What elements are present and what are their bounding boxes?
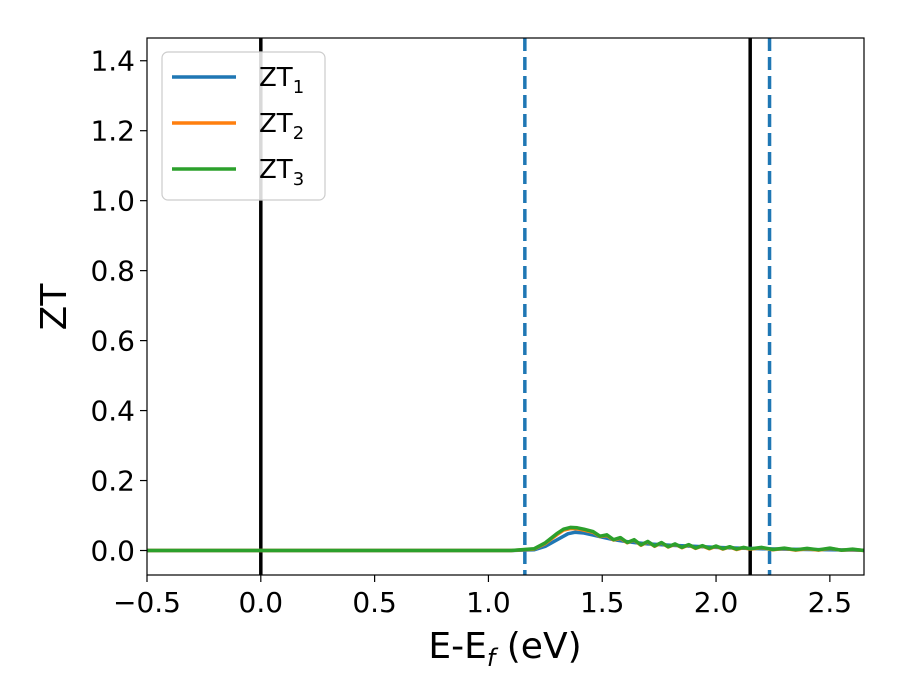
x-axis-label: E-Ef (eV) (428, 626, 581, 672)
x-tick-label: 2.0 (694, 586, 739, 619)
x-tick-label: 1.0 (466, 586, 511, 619)
reference-lines (259, 38, 772, 575)
x-tick-label: 2.5 (808, 586, 853, 619)
x-tick-label: −0.5 (113, 586, 181, 619)
legend-label-zt2: ZT2 (259, 109, 304, 144)
x-axis-label-suffix: (eV) (495, 626, 581, 667)
legend-box (161, 51, 326, 201)
y-tick-label: 1.0 (90, 185, 135, 218)
y-tick-label: 1.4 (90, 45, 135, 78)
series-layer (147, 525, 864, 553)
x-tick-label: 1.5 (580, 586, 625, 619)
y-tick-label: 0.6 (90, 325, 135, 358)
y-tick-label: 0.8 (90, 255, 135, 288)
series-line-zt3 (147, 525, 864, 553)
x-axis-label-main: E-E (428, 626, 486, 667)
legend-label-zt3: ZT3 (259, 155, 304, 190)
y-axis-label: ZT (34, 283, 75, 331)
x-tick-label: 0.0 (239, 586, 284, 619)
x-tick-label: 0.5 (352, 586, 397, 619)
y-tick-label: 0.2 (90, 465, 135, 498)
y-tick-label: 0.0 (90, 535, 135, 568)
plot-frame (146, 37, 865, 576)
y-tick-label: 0.4 (90, 395, 135, 428)
y-axis-ticks: 0.0 0.2 0.4 0.6 0.8 1.0 1.2 1.4 (90, 45, 147, 568)
legend-label-zt1: ZT1 (259, 63, 304, 98)
x-axis-ticks: −0.5 0.0 0.5 1.0 1.5 2.0 2.5 (113, 575, 852, 619)
legend: ZT1 ZT2 ZT3 (161, 51, 326, 201)
y-tick-label: 1.2 (90, 115, 135, 148)
